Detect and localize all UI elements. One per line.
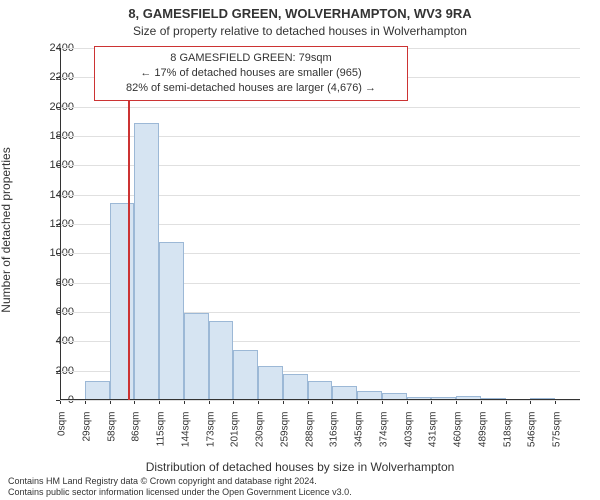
x-tick-label: 345sqm	[354, 412, 365, 462]
annotation-box: 8 GAMESFIELD GREEN: 79sqm ← 17% of detac…	[94, 46, 408, 101]
annotation-line-2: ← 17% of detached houses are smaller (96…	[101, 66, 401, 81]
histogram-bar	[283, 374, 308, 400]
histogram-bar	[85, 381, 110, 400]
x-tick-label: 86sqm	[131, 412, 142, 462]
x-tick-label: 0sqm	[57, 412, 68, 462]
x-tick-label: 173sqm	[205, 412, 216, 462]
x-tick-label: 316sqm	[329, 412, 340, 462]
histogram-bar	[110, 203, 135, 400]
x-axis-title: Distribution of detached houses by size …	[0, 460, 600, 474]
annotation-line-3: 82% of semi-detached houses are larger (…	[101, 81, 401, 96]
y-axis-label: Number of detached properties	[0, 147, 13, 312]
histogram-bar	[159, 242, 184, 400]
bars-layer	[60, 48, 580, 400]
chart-title: 8, GAMESFIELD GREEN, WOLVERHAMPTON, WV3 …	[0, 6, 600, 21]
x-tick-label: 201sqm	[230, 412, 241, 462]
x-tick-label: 460sqm	[453, 412, 464, 462]
x-tick-label: 29sqm	[81, 412, 92, 462]
histogram-bar	[332, 386, 357, 400]
histogram-bar	[308, 381, 333, 400]
chart-container: { "title_line1": "8, GAMESFIELD GREEN, W…	[0, 0, 600, 500]
x-tick-label: 144sqm	[180, 412, 191, 462]
y-axis-line	[60, 48, 61, 400]
x-tick-label: 374sqm	[378, 412, 389, 462]
x-tick-label: 259sqm	[279, 412, 290, 462]
property-marker-line	[128, 48, 130, 400]
x-tick-label: 288sqm	[304, 412, 315, 462]
footer-line-1: Contains HM Land Registry data © Crown c…	[8, 476, 592, 487]
x-tick-label: 230sqm	[255, 412, 266, 462]
histogram-bar	[233, 350, 258, 400]
x-tick-label: 546sqm	[527, 412, 538, 462]
annotation-line-1: 8 GAMESFIELD GREEN: 79sqm	[101, 51, 401, 66]
grid-line	[60, 400, 580, 401]
x-tick-label: 489sqm	[477, 412, 488, 462]
histogram-bar	[258, 366, 283, 400]
x-tick-label: 403sqm	[403, 412, 414, 462]
x-tick-label: 58sqm	[106, 412, 117, 462]
histogram-bar	[184, 313, 209, 400]
histogram-bar	[209, 321, 234, 400]
footer: Contains HM Land Registry data © Crown c…	[8, 476, 592, 498]
chart-subtitle: Size of property relative to detached ho…	[0, 24, 600, 38]
footer-line-2: Contains public sector information licen…	[8, 487, 592, 498]
x-tick-label: 575sqm	[552, 412, 563, 462]
x-tick-label: 115sqm	[156, 412, 167, 462]
x-tick-label: 431sqm	[428, 412, 439, 462]
plot-area	[60, 48, 580, 400]
x-tick-label: 518sqm	[502, 412, 513, 462]
histogram-bar	[134, 123, 159, 400]
x-axis-line	[60, 399, 580, 400]
